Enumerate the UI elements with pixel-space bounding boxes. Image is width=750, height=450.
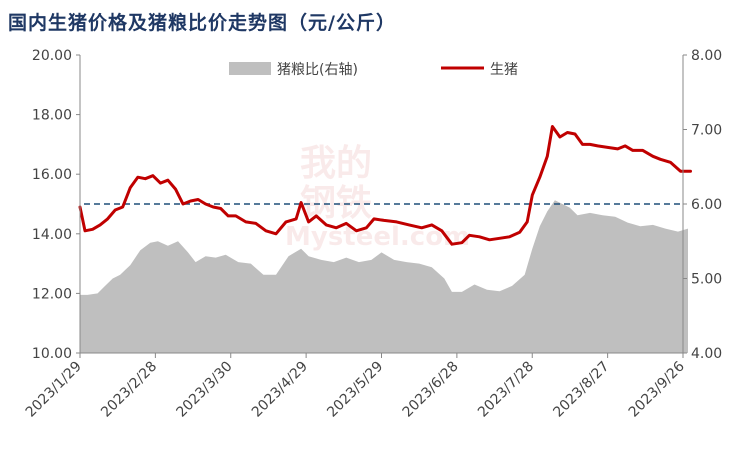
x-tick-label: 2023/5/29	[324, 359, 386, 421]
legend-swatch-ratio	[229, 62, 271, 75]
y-right-tick-label: 6.00	[691, 197, 722, 213]
x-tick-label: 2023/9/26	[626, 358, 688, 420]
x-tick-label: 2023/7/28	[475, 359, 537, 421]
x-tick-label: 2023/6/28	[400, 359, 462, 421]
x-tick-label: 2023/4/29	[249, 359, 311, 421]
y-left-tick-label: 20.00	[32, 48, 72, 64]
y-left-tick-label: 18.00	[32, 108, 72, 124]
legend: 猪粮比(右轴) 生猪	[229, 62, 518, 78]
y-right-tick-label: 7.00	[691, 123, 722, 139]
watermark-text-3: Mysteel.com	[285, 222, 470, 252]
y-left-tick-label: 12.00	[32, 286, 72, 302]
y-right-tick-label: 4.00	[691, 346, 722, 362]
x-tick-label: 2023/2/28	[98, 359, 160, 421]
pig-grain-ratio-area-layer	[80, 200, 688, 353]
x-tick-label: 2023/3/30	[173, 359, 235, 421]
y-left-tick-label: 14.00	[32, 227, 72, 243]
y-left-tick-label: 16.00	[32, 167, 72, 183]
legend-label-ratio: 猪粮比(右轴)	[277, 62, 358, 78]
y-right-tick-label: 8.00	[691, 48, 722, 64]
watermark-text-1: 我的	[300, 143, 372, 184]
hog-price-line	[78, 125, 692, 246]
x-tick-label: 2023/8/27	[550, 359, 612, 421]
x-tick-label: 2023/1/29	[23, 359, 85, 421]
legend-label-hog: 生猪	[490, 62, 518, 78]
pig-grain-ratio-area	[80, 200, 688, 353]
hog-price-line-layer	[78, 125, 692, 246]
chart-title: 国内生猪价格及猪粮比价走势图（元/公斤）	[8, 12, 396, 34]
y-left-tick-label: 10.00	[32, 346, 72, 362]
y-right-tick-label: 5.00	[691, 272, 722, 288]
